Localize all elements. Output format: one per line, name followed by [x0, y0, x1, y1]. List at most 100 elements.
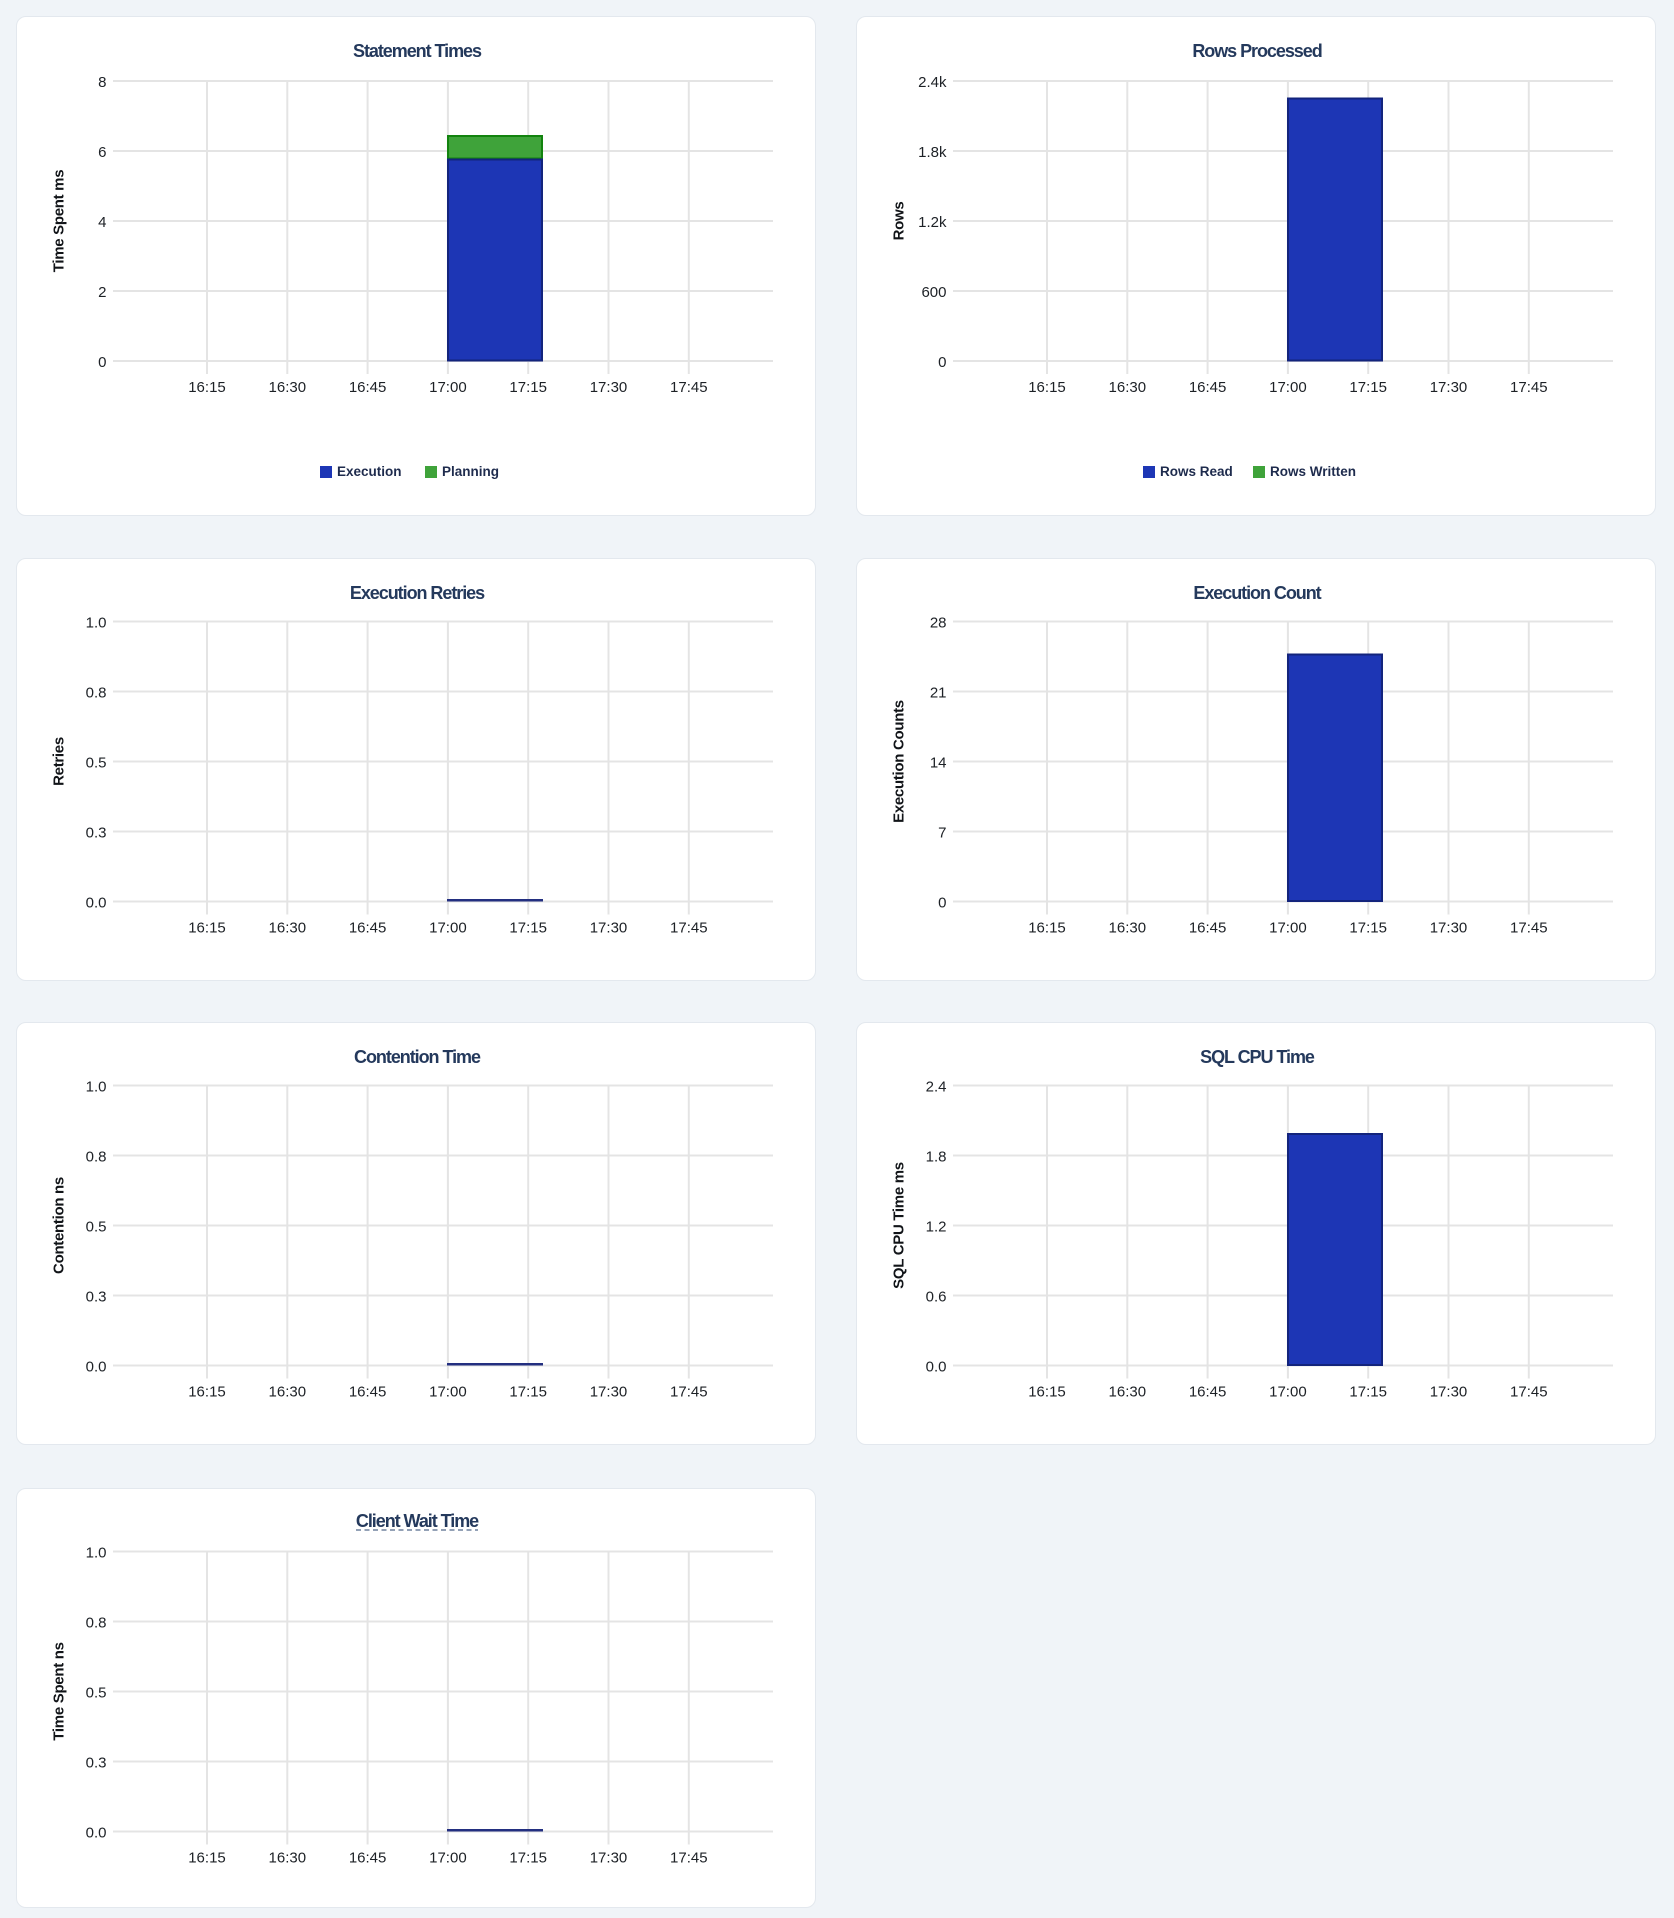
svg-text:17:00: 17:00	[429, 1384, 467, 1401]
svg-text:0.0: 0.0	[926, 1359, 947, 1376]
svg-text:1.2k: 1.2k	[918, 214, 947, 231]
svg-text:1.2: 1.2	[926, 1219, 947, 1236]
svg-text:Client Wait Time: Client Wait Time	[356, 1511, 479, 1531]
svg-text:17:30: 17:30	[590, 920, 628, 937]
svg-text:17:00: 17:00	[429, 379, 467, 396]
svg-text:17:30: 17:30	[1430, 1384, 1468, 1401]
svg-text:16:30: 16:30	[269, 379, 307, 396]
svg-text:17:00: 17:00	[429, 920, 467, 937]
svg-text:0.5: 0.5	[86, 1219, 107, 1236]
svg-text:17:30: 17:30	[1430, 920, 1468, 937]
svg-text:16:30: 16:30	[269, 920, 307, 937]
svg-text:0.5: 0.5	[86, 1685, 107, 1702]
svg-text:16:15: 16:15	[1028, 379, 1066, 396]
svg-text:Contention Time: Contention Time	[354, 1047, 481, 1067]
svg-text:2.4: 2.4	[926, 1079, 947, 1096]
svg-text:4: 4	[98, 214, 106, 231]
svg-text:17:45: 17:45	[670, 1850, 708, 1867]
svg-text:16:45: 16:45	[349, 920, 387, 937]
svg-text:Rows Written: Rows Written	[1270, 464, 1356, 479]
svg-text:16:15: 16:15	[1028, 920, 1066, 937]
svg-text:2: 2	[98, 284, 106, 301]
svg-text:17:15: 17:15	[509, 920, 547, 937]
svg-text:Rows: Rows	[890, 202, 907, 241]
svg-text:16:15: 16:15	[188, 920, 226, 937]
svg-text:Contention ns: Contention ns	[50, 1177, 67, 1274]
svg-text:14: 14	[930, 755, 947, 772]
svg-text:0.8: 0.8	[86, 1615, 107, 1632]
svg-text:600: 600	[921, 284, 946, 301]
svg-text:Execution: Execution	[337, 464, 402, 479]
svg-text:0: 0	[98, 354, 106, 371]
svg-text:16:30: 16:30	[1109, 920, 1147, 937]
svg-text:17:15: 17:15	[1349, 379, 1387, 396]
svg-text:0: 0	[938, 895, 946, 912]
svg-text:17:45: 17:45	[1510, 920, 1548, 937]
svg-text:16:15: 16:15	[1028, 1384, 1066, 1401]
svg-text:17:15: 17:15	[509, 379, 547, 396]
svg-text:0: 0	[938, 354, 946, 371]
svg-text:21: 21	[930, 685, 947, 702]
svg-text:0.6: 0.6	[926, 1289, 947, 1306]
svg-text:0.3: 0.3	[86, 825, 107, 842]
svg-text:16:15: 16:15	[188, 1850, 226, 1867]
svg-text:SQL CPU Time ms: SQL CPU Time ms	[890, 1162, 907, 1289]
svg-text:17:00: 17:00	[429, 1850, 467, 1867]
svg-text:Execution Counts: Execution Counts	[890, 700, 907, 823]
svg-text:0.0: 0.0	[86, 895, 107, 912]
svg-text:1.8: 1.8	[926, 1149, 947, 1166]
svg-text:0.3: 0.3	[86, 1289, 107, 1306]
svg-text:Execution Retries: Execution Retries	[350, 583, 485, 603]
svg-text:Time Spent ns: Time Spent ns	[50, 1642, 67, 1740]
svg-text:17:30: 17:30	[590, 1384, 628, 1401]
svg-text:0.8: 0.8	[86, 1149, 107, 1166]
svg-text:1.0: 1.0	[86, 1079, 107, 1096]
svg-text:17:15: 17:15	[509, 1850, 547, 1867]
svg-text:17:45: 17:45	[670, 920, 708, 937]
svg-text:16:45: 16:45	[1189, 379, 1227, 396]
svg-text:16:30: 16:30	[269, 1850, 307, 1867]
svg-text:16:15: 16:15	[188, 379, 226, 396]
svg-text:17:30: 17:30	[590, 379, 628, 396]
svg-text:0.3: 0.3	[86, 1755, 107, 1772]
svg-text:17:45: 17:45	[670, 379, 708, 396]
svg-text:17:15: 17:15	[1349, 1384, 1387, 1401]
svg-text:16:45: 16:45	[1189, 1384, 1227, 1401]
svg-text:1.0: 1.0	[86, 615, 107, 632]
svg-text:0.0: 0.0	[86, 1359, 107, 1376]
svg-text:0.5: 0.5	[86, 755, 107, 772]
svg-text:6: 6	[98, 144, 106, 161]
svg-text:17:00: 17:00	[1269, 920, 1307, 937]
svg-text:1.8k: 1.8k	[918, 144, 947, 161]
svg-text:17:45: 17:45	[1510, 379, 1548, 396]
svg-text:17:15: 17:15	[509, 1384, 547, 1401]
svg-text:16:30: 16:30	[1109, 379, 1147, 396]
svg-text:Rows Read: Rows Read	[1160, 464, 1233, 479]
svg-text:Time Spent ms: Time Spent ms	[50, 170, 67, 273]
svg-text:8: 8	[98, 74, 106, 91]
svg-text:17:15: 17:15	[1349, 920, 1387, 937]
svg-text:7: 7	[938, 825, 946, 842]
svg-text:17:00: 17:00	[1269, 1384, 1307, 1401]
svg-text:0.0: 0.0	[86, 1825, 107, 1842]
svg-text:16:30: 16:30	[1109, 1384, 1147, 1401]
svg-text:17:30: 17:30	[1430, 379, 1468, 396]
svg-text:SQL CPU Time: SQL CPU Time	[1200, 1047, 1315, 1067]
svg-text:16:45: 16:45	[349, 379, 387, 396]
svg-text:Execution Count: Execution Count	[1193, 583, 1321, 603]
svg-text:16:45: 16:45	[349, 1850, 387, 1867]
svg-text:16:15: 16:15	[188, 1384, 226, 1401]
svg-text:Retries: Retries	[50, 737, 67, 786]
svg-text:Statement Times: Statement Times	[353, 41, 482, 61]
svg-text:17:45: 17:45	[670, 1384, 708, 1401]
svg-text:Rows Processed: Rows Processed	[1192, 41, 1321, 61]
svg-text:2.4k: 2.4k	[918, 74, 947, 91]
svg-text:17:45: 17:45	[1510, 1384, 1548, 1401]
svg-text:16:30: 16:30	[269, 1384, 307, 1401]
svg-text:Planning: Planning	[442, 464, 499, 479]
svg-text:0.8: 0.8	[86, 685, 107, 702]
svg-text:17:30: 17:30	[590, 1850, 628, 1867]
svg-text:17:00: 17:00	[1269, 379, 1307, 396]
svg-text:1.0: 1.0	[86, 1545, 107, 1562]
svg-text:16:45: 16:45	[349, 1384, 387, 1401]
